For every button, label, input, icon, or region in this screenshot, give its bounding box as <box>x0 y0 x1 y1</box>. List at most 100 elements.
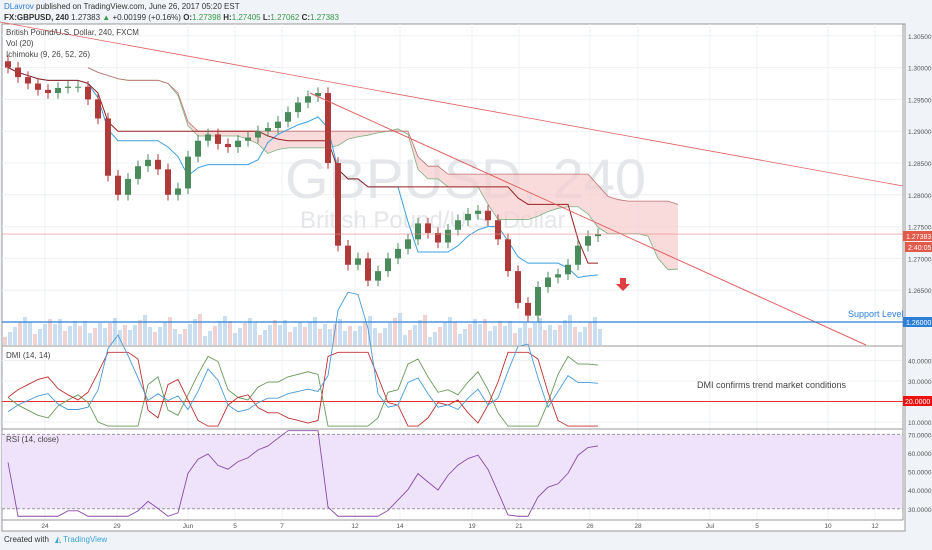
volume-bar <box>538 318 542 345</box>
time-tick: 7 <box>280 523 284 530</box>
volume-bar <box>218 321 222 345</box>
down-arrow-icon <box>616 278 630 291</box>
volume-bar <box>303 327 307 345</box>
brand-text: TradingView <box>63 535 108 544</box>
volume-bar <box>473 319 477 345</box>
volume-bar <box>193 319 197 345</box>
candle <box>315 93 321 97</box>
volume-bar <box>533 323 537 345</box>
dmi-tick: 40.0000 <box>908 359 932 366</box>
volume-bar <box>453 322 457 345</box>
candle <box>505 239 511 272</box>
price-change: +0.00199 (+0.16%) <box>112 13 181 22</box>
legend-title: British Pound/U.S. Dollar, 240, FXCM <box>6 28 139 37</box>
candle <box>335 163 341 246</box>
volume-bar <box>398 313 402 345</box>
candle <box>305 96 311 103</box>
candle <box>565 264 571 275</box>
volume-bar <box>68 326 72 345</box>
volume-bar <box>468 324 472 345</box>
candle <box>215 134 221 144</box>
volume-bar <box>498 321 502 345</box>
volume-bar <box>563 320 567 345</box>
candle <box>585 236 591 246</box>
time-tick: 19 <box>468 523 476 530</box>
volume-bar <box>23 317 27 345</box>
volume-bar <box>28 322 32 345</box>
volume-bar <box>318 329 322 345</box>
tradingview-logo[interactable]: ◭ TradingView <box>54 535 108 544</box>
dmi-pane <box>2 291 903 427</box>
price-tick: 1.29000 <box>908 129 932 136</box>
volume-bar <box>43 324 47 345</box>
candle <box>15 67 21 78</box>
candle <box>445 229 451 243</box>
volume-bar <box>383 328 387 345</box>
time-tick: 26 <box>586 523 594 530</box>
candle <box>525 302 531 316</box>
volume-bar <box>513 333 517 345</box>
legend-volume[interactable]: Vol (20) <box>6 39 34 48</box>
volume-bar <box>578 332 582 345</box>
time-tick: 21 <box>515 523 523 530</box>
time-tick: 29 <box>113 523 121 530</box>
candle <box>415 223 421 240</box>
volume-bar <box>403 335 407 345</box>
candle <box>295 102 301 113</box>
legend-dmi[interactable]: DMI (14, 14) <box>6 351 51 360</box>
volume-bar <box>3 337 7 345</box>
volume-bar <box>88 333 92 345</box>
volume-bar <box>148 327 152 345</box>
rsi-tick: 40.0000 <box>908 488 932 495</box>
time-tick: 24 <box>41 523 49 530</box>
volume-bar <box>133 325 137 345</box>
candle <box>225 143 231 148</box>
kijun-line <box>7 67 598 264</box>
volume-bar <box>293 327 297 345</box>
time-tick: 10 <box>824 523 832 530</box>
volume-bar <box>588 322 592 345</box>
volume-bar <box>463 329 467 345</box>
candle <box>425 223 431 233</box>
legend-rsi[interactable]: RSI (14, close) <box>6 435 59 444</box>
candle <box>535 287 541 316</box>
volume-bar <box>598 329 602 345</box>
volume-bar <box>488 331 492 345</box>
volume-bar <box>378 333 382 345</box>
rsi-tick: 30.0000 <box>908 507 932 514</box>
volume-bar <box>178 334 182 345</box>
publish-info: DLavrov published on TradingView.com, Ju… <box>4 2 240 11</box>
volume-bar <box>308 322 312 345</box>
candle <box>595 234 601 237</box>
symbol: FX:GBPUSD, 240 <box>4 13 69 22</box>
volume-bar <box>233 333 237 345</box>
time-tick: 5 <box>233 523 237 530</box>
senkou-a-line <box>87 67 679 270</box>
volume-bar <box>458 334 462 345</box>
candle <box>275 121 281 129</box>
candle <box>375 271 381 281</box>
candle <box>405 239 411 249</box>
volume-bar <box>543 330 547 345</box>
price-tick: 1.28500 <box>908 161 932 168</box>
candle <box>395 248 401 259</box>
volume-bar <box>268 325 272 345</box>
time-tick: Jun <box>183 523 194 530</box>
legend-ichimoku[interactable]: Ichimoku (9, 26, 52, 26) <box>6 50 90 59</box>
volume-bar <box>313 317 317 345</box>
countdown-text: 2:40:05 <box>908 245 931 252</box>
volume-bar <box>508 321 512 345</box>
adx-line <box>7 291 599 413</box>
candle <box>255 131 261 138</box>
candle <box>185 156 191 189</box>
volume-bar <box>243 323 247 345</box>
volume-bar <box>128 330 132 345</box>
low-value: 1.27062 <box>270 13 300 22</box>
author-link[interactable]: DLavrov <box>4 2 34 11</box>
volume-bar <box>288 332 292 345</box>
volume-bar <box>253 323 257 345</box>
candle <box>455 220 461 230</box>
dmi-tick: 30.0000 <box>908 379 932 386</box>
volume-bar <box>593 317 597 345</box>
